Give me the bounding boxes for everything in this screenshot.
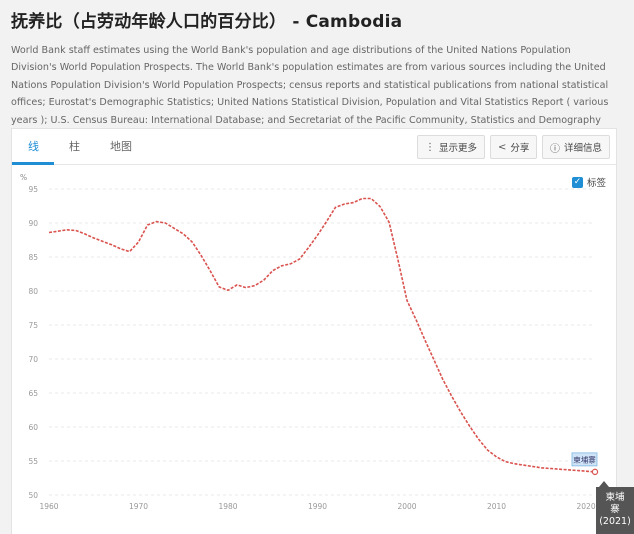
tooltip-year: (2021) bbox=[599, 516, 631, 527]
y-tick-label: 80 bbox=[28, 287, 38, 296]
y-axis-unit: % bbox=[20, 173, 27, 182]
series-end-label-box bbox=[571, 452, 598, 467]
page-title: 抚养比（占劳动年龄人口的百分比） - Cambodia bbox=[11, 12, 403, 32]
x-tick-label: 1990 bbox=[308, 502, 327, 511]
info-icon: ⓘ bbox=[550, 143, 560, 155]
x-tick-label: 2020 bbox=[577, 502, 596, 511]
x-tick-label: 1960 bbox=[39, 502, 58, 511]
tab-bar-chart[interactable]: 柱 bbox=[69, 140, 80, 153]
show-more-button[interactable]: ⋮ 显示更多 bbox=[417, 135, 486, 159]
chart-card: 线 柱 地图 ⋮ 显示更多 < 分享 ⓘ 详细信息 ✓ 标签 % 95 90 85 80… bbox=[11, 128, 617, 534]
share-icon: < bbox=[498, 141, 507, 153]
x-tick-label: 2010 bbox=[487, 502, 506, 511]
y-tick-label: 70 bbox=[28, 355, 38, 364]
tab-map[interactable]: 地图 bbox=[110, 140, 132, 153]
tooltip-series: 柬埔寨 bbox=[605, 492, 625, 515]
series-line bbox=[48, 197, 596, 473]
more-vertical-icon: ⋮ bbox=[425, 141, 435, 153]
y-tick-label: 85 bbox=[28, 253, 38, 262]
x-tick-label: 2000 bbox=[397, 502, 416, 511]
labels-toggle-label: 标签 bbox=[586, 178, 606, 189]
share-label: 分享 bbox=[510, 143, 530, 154]
y-tick-label: 55 bbox=[28, 457, 38, 466]
labels-toggle[interactable]: ✓ 标签 bbox=[571, 175, 606, 189]
series-end-label: 柬埔寨 bbox=[573, 454, 596, 464]
checkbox-checked-icon[interactable]: ✓ bbox=[571, 176, 583, 188]
tab-bar: 线 柱 地图 ⋮ 显示更多 < 分享 ⓘ 详细信息 bbox=[12, 129, 616, 165]
y-tick-label: 90 bbox=[28, 219, 38, 228]
x-tick-label: 1970 bbox=[129, 502, 148, 511]
active-tab-indicator bbox=[12, 162, 54, 165]
tab-line[interactable]: 线 bbox=[28, 140, 39, 153]
y-tick-label: 95 bbox=[28, 185, 38, 194]
x-tick-label: 1980 bbox=[218, 502, 237, 511]
y-tick-label: 50 bbox=[28, 491, 38, 500]
show-more-label: 显示更多 bbox=[439, 143, 478, 154]
details-button[interactable]: ⓘ 详细信息 bbox=[542, 135, 611, 159]
tooltip-arrow bbox=[599, 481, 609, 487]
y-tick-label: 75 bbox=[28, 321, 38, 330]
share-button[interactable]: < 分享 bbox=[490, 135, 538, 159]
y-tick-label: 65 bbox=[28, 389, 38, 398]
details-label: 详细信息 bbox=[564, 143, 603, 154]
last-data-point bbox=[591, 468, 599, 476]
chart-tooltip: 柬埔寨 (2021) bbox=[596, 487, 634, 534]
y-tick-label: 60 bbox=[28, 423, 38, 432]
